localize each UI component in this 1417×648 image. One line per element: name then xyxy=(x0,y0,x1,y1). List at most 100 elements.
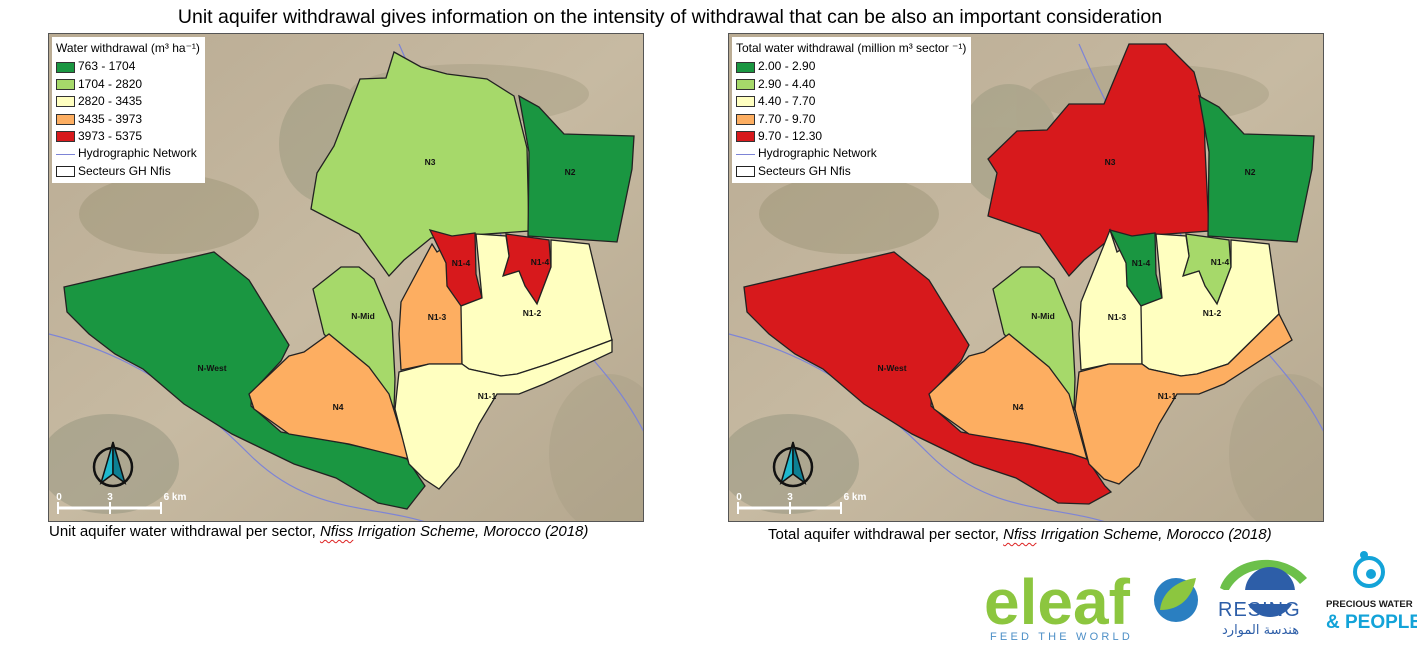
sector-n4[interactable] xyxy=(928,333,1088,461)
sector-label-n4: N4 xyxy=(333,402,344,412)
sector-layer xyxy=(743,43,1315,505)
legend-label: 3973 - 5375 xyxy=(78,129,143,144)
river-line xyxy=(49,333,425,521)
legend-label: 1704 - 2820 xyxy=(78,76,143,91)
leaf-icon xyxy=(1154,578,1198,622)
resing-arabic: هندسة الموارد xyxy=(1222,623,1299,638)
sector-label-n14a: N1-4 xyxy=(452,258,471,268)
sector-n11[interactable] xyxy=(1074,312,1293,485)
legend-hydro-network: Hydrographic Network xyxy=(56,145,200,162)
legend-label: 4.40 - 7.70 xyxy=(758,94,816,109)
scale-label-6: 6 km xyxy=(844,492,867,503)
sector-label-n12: N1-2 xyxy=(523,308,542,318)
water-drop-icon xyxy=(1353,551,1385,588)
sector-n11[interactable] xyxy=(394,339,613,490)
sector-n4[interactable] xyxy=(248,333,410,460)
sector-label-nwest: N-West xyxy=(197,363,226,373)
legend-label: Hydrographic Network xyxy=(758,146,877,161)
sector-label-n3: N3 xyxy=(425,157,436,167)
terrain-texture xyxy=(729,64,1323,521)
legend-class-2: 2.90 - 4.40 xyxy=(736,76,966,93)
sector-nwest[interactable] xyxy=(743,251,1113,505)
legend-swatch xyxy=(56,131,75,143)
legend-class-3: 4.40 - 7.70 xyxy=(736,93,966,110)
line-swatch-icon xyxy=(736,149,755,160)
caption-italic-rest: Irrigation Scheme, Morocco (2018) xyxy=(353,523,589,540)
legend-swatch xyxy=(56,79,75,91)
sector-label-n14b: N1-4 xyxy=(531,257,550,267)
legend-swatch xyxy=(736,131,755,143)
outline-swatch-icon xyxy=(56,166,75,178)
scale-label-0: 0 xyxy=(736,492,742,503)
scale-label-3: 3 xyxy=(787,492,793,503)
legend-label: 3435 - 3973 xyxy=(78,111,143,126)
sector-label-nwest: N-West xyxy=(877,363,906,373)
legend-swatch xyxy=(736,79,755,91)
legend-label: 2.00 - 2.90 xyxy=(758,59,816,74)
eleaf-logo: eleaf FEED THE WORLD xyxy=(984,566,1198,643)
map-legend: Water withdrawal (m³ ha⁻¹) 763 - 1704 17… xyxy=(52,37,205,184)
legend-class-1: 2.00 - 2.90 xyxy=(736,58,966,75)
sector-label-n2: N2 xyxy=(565,167,576,177)
legend-swatch xyxy=(56,96,75,108)
legend-label: Hydrographic Network xyxy=(78,146,197,161)
resing-wordmark: RESING xyxy=(1218,599,1301,621)
precious-water-people-logo: PRECIOUS WATER & PEOPLE xyxy=(1326,551,1417,633)
legend-hydro-network: Hydrographic Network xyxy=(736,145,966,162)
sector-label-n11: N1-1 xyxy=(1158,391,1177,401)
scale-label-6: 6 km xyxy=(164,492,187,503)
sector-nwest[interactable] xyxy=(63,251,426,510)
legend-swatch xyxy=(736,61,755,73)
slide-title: Unit aquifer withdrawal gives informatio… xyxy=(177,6,1163,28)
caption-text: Total aquifer withdrawal per sector, xyxy=(768,526,1004,543)
scale-label-0: 0 xyxy=(56,492,62,503)
scale-label-3: 3 xyxy=(107,492,113,503)
river-line xyxy=(729,333,1105,521)
map-unit-withdrawal: N3 N2 N-West N-Mid N4 N1-3 N1-4 N1-4 N1-… xyxy=(48,33,644,522)
caption-italic-first: Nfiss xyxy=(1003,526,1037,543)
sector-n2[interactable] xyxy=(1198,94,1315,243)
legend-swatch xyxy=(56,113,75,125)
north-arrow-icon xyxy=(772,441,814,488)
legend-title: Total water withdrawal (million m³ secto… xyxy=(736,41,967,55)
scale-bar: 0 3 6 km xyxy=(56,492,187,514)
resing-logo: RESING هندسة الموارد xyxy=(1218,559,1310,638)
sector-n2[interactable] xyxy=(518,94,635,243)
pwp-line1: PRECIOUS WATER xyxy=(1326,599,1413,610)
sector-label-nmid: N-Mid xyxy=(1031,311,1055,321)
sector-label-n4: N4 xyxy=(1013,402,1024,412)
sector-label-n12: N1-2 xyxy=(1203,308,1222,318)
sector-label-n13: N1-3 xyxy=(1108,312,1127,322)
outline-swatch-icon xyxy=(736,166,755,178)
eleaf-tagline: FEED THE WORLD xyxy=(990,631,1133,643)
eleaf-wordmark: eleaf xyxy=(984,566,1131,638)
legend-label: 2.90 - 4.40 xyxy=(758,76,816,91)
legend-class-2: 1704 - 2820 xyxy=(56,76,200,93)
legend-label: 763 - 1704 xyxy=(78,59,136,74)
legend-class-5: 3973 - 5375 xyxy=(56,128,200,145)
legend-class-3: 2820 - 3435 xyxy=(56,93,200,110)
sector-label-n11: N1-1 xyxy=(478,391,497,401)
sector-label-n14a: N1-4 xyxy=(1132,258,1151,268)
sector-label-n14b: N1-4 xyxy=(1211,257,1230,267)
legend-label: 7.70 - 9.70 xyxy=(758,111,816,126)
map-caption-unit: Unit aquifer water withdrawal per sector… xyxy=(49,523,588,540)
legend-class-1: 763 - 1704 xyxy=(56,58,200,75)
legend-label: 2820 - 3435 xyxy=(78,94,143,109)
line-swatch-icon xyxy=(56,149,75,160)
legend-swatch xyxy=(56,61,75,73)
legend-swatch xyxy=(736,96,755,108)
legend-title: Water withdrawal (m³ ha⁻¹) xyxy=(56,41,200,55)
sector-label-n13: N1-3 xyxy=(428,312,447,322)
map-caption-total: Total aquifer withdrawal per sector, Nfi… xyxy=(768,526,1272,543)
scale-bar: 0 3 6 km xyxy=(736,492,867,514)
legend-label: 9.70 - 12.30 xyxy=(758,129,823,144)
sector-label-n2: N2 xyxy=(1245,167,1256,177)
sector-label-nmid: N-Mid xyxy=(351,311,375,321)
legend-label: Secteurs GH Nfis xyxy=(758,163,851,178)
caption-text: Unit aquifer water withdrawal per sector… xyxy=(49,523,320,540)
legend-sectors: Secteurs GH Nfis xyxy=(56,163,200,180)
legend-sectors: Secteurs GH Nfis xyxy=(736,163,966,180)
caption-italic-first: Nfiss xyxy=(319,523,354,540)
map-canvas: N3 N2 N-West N-Mid N4 N1-3 N1-4 N1-4 N1-… xyxy=(49,34,643,521)
